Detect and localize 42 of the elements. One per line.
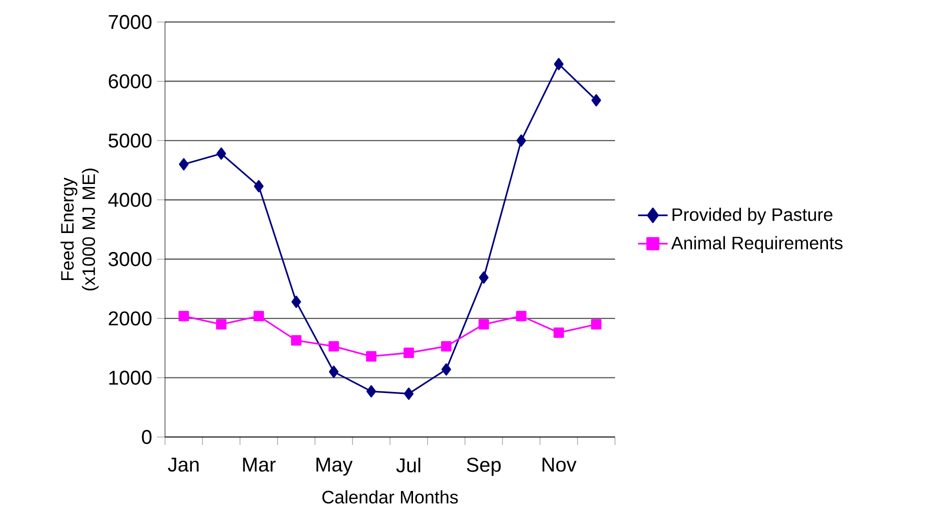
point (366, 351, 376, 362)
point (178, 158, 189, 170)
point (478, 319, 489, 330)
y-tick-label: 2000 (108, 311, 152, 326)
y-tick-label: 0 (142, 430, 152, 444)
point (516, 310, 526, 322)
point (178, 310, 189, 322)
point (554, 58, 564, 70)
x-tick-label: Jan (168, 458, 199, 472)
legend-label: Provided by Pasture (672, 208, 832, 225)
point (328, 341, 339, 352)
point (404, 388, 414, 400)
legend-label: Animal Requirements (671, 236, 842, 253)
y-axis-title: Feed Energy (x1000 MJ ME) (60, 168, 99, 290)
point (516, 134, 526, 147)
x-tick-label: Sep (466, 458, 501, 476)
point (478, 271, 489, 284)
point (254, 180, 264, 192)
point (441, 363, 452, 376)
point (441, 341, 452, 352)
point (291, 335, 302, 346)
point (216, 147, 226, 160)
x-tick-label: Mar (243, 458, 276, 472)
point (591, 319, 602, 330)
y-tick-label: 6000 (108, 74, 152, 88)
point (366, 385, 376, 398)
point (554, 327, 564, 338)
y-tick-label: 4000 (108, 192, 152, 207)
x-tick-label: May (316, 458, 353, 476)
x-tick-label: Nov (542, 458, 576, 472)
y-tick-label: 5000 (108, 133, 152, 148)
x-axis-title: Calendar Months (322, 490, 458, 504)
y-tick-label: 7000 (108, 14, 152, 30)
point (216, 319, 226, 330)
point (254, 310, 264, 322)
y-tick-label: 1000 (109, 370, 152, 385)
y-tick-label: 3000 (108, 252, 152, 266)
x-tick-label: Jul (396, 458, 420, 472)
point (291, 296, 302, 308)
point (404, 348, 414, 358)
point (591, 94, 602, 106)
point (328, 366, 339, 378)
